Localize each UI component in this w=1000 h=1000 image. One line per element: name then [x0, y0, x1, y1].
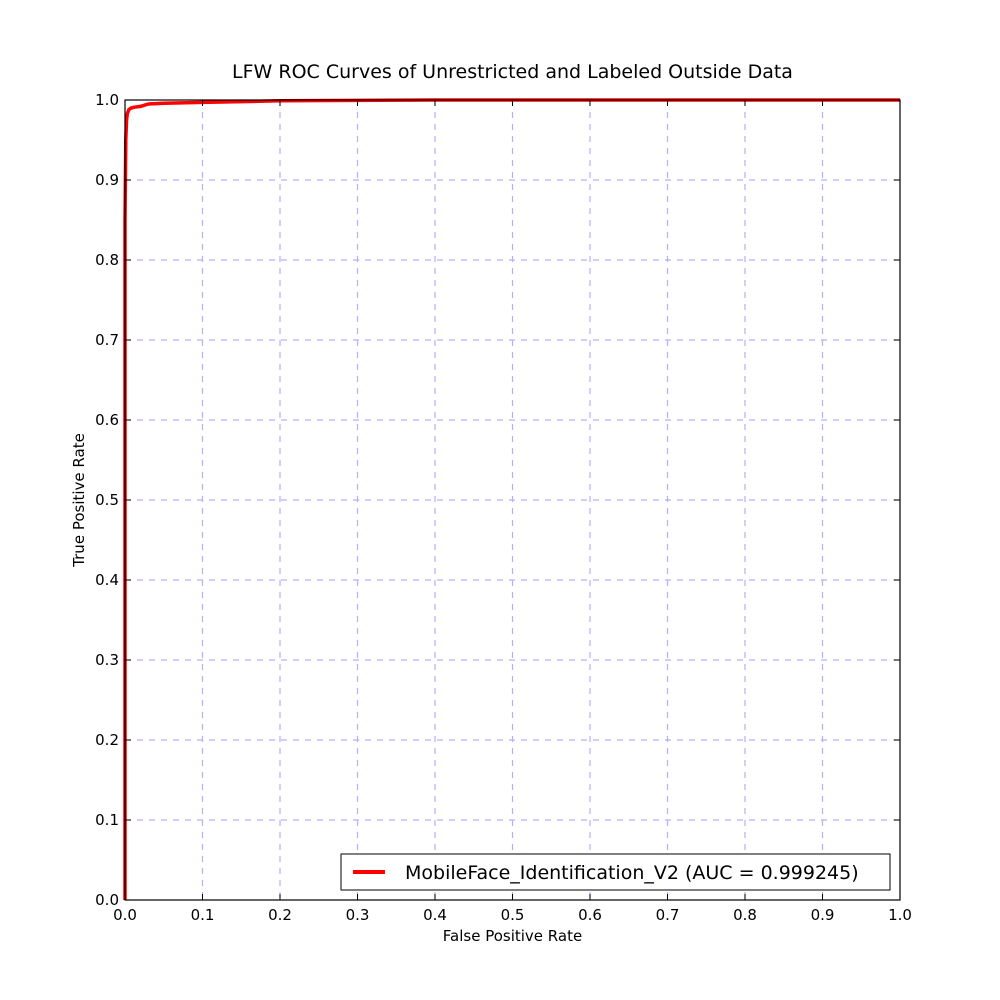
chart-title: LFW ROC Curves of Unrestricted and Label…	[232, 61, 793, 83]
y-tick-label: 0.5	[95, 491, 119, 509]
x-tick-label: 0.6	[578, 906, 602, 924]
x-tick-label: 0.2	[268, 906, 292, 924]
y-tick-label: 0.0	[95, 891, 119, 909]
legend-label: MobileFace_Identification_V2 (AUC = 0.99…	[405, 862, 859, 884]
grid-lines	[125, 100, 900, 900]
x-tick-label: 0.7	[656, 906, 680, 924]
y-tick-label: 1.0	[95, 91, 119, 109]
y-tick-label: 0.6	[95, 411, 119, 429]
x-tick-label: 0.5	[501, 906, 525, 924]
y-tick-label: 0.2	[95, 731, 119, 749]
x-tick-label: 0.1	[191, 906, 215, 924]
x-tick-label: 0.9	[811, 906, 835, 924]
y-tick-label: 0.4	[95, 571, 119, 589]
y-tick-label: 0.3	[95, 651, 119, 669]
x-tick-label: 0.8	[733, 906, 757, 924]
y-tick-label: 0.7	[95, 331, 119, 349]
legend: MobileFace_Identification_V2 (AUC = 0.99…	[340, 853, 891, 891]
x-tick-label: 0.4	[423, 906, 447, 924]
x-tick-label: 1.0	[888, 906, 912, 924]
legend-box	[340, 853, 891, 891]
x-tick-label: 0.3	[346, 906, 370, 924]
axis-ticks: 0.0 0.1 0.2 0.3 0.4 0.5 0.6 0.7 0.8 0.9 1.0 0.0 0.1 0…	[95, 91, 912, 924]
x-tick-label: 0.0	[113, 906, 137, 924]
y-tick-label: 0.9	[95, 171, 119, 189]
y-tick-label: 0.1	[95, 811, 119, 829]
x-axis-label: False Positive Rate	[443, 927, 582, 945]
y-axis-label: True Positive Rate	[70, 433, 88, 568]
y-tick-label: 0.8	[95, 251, 119, 269]
